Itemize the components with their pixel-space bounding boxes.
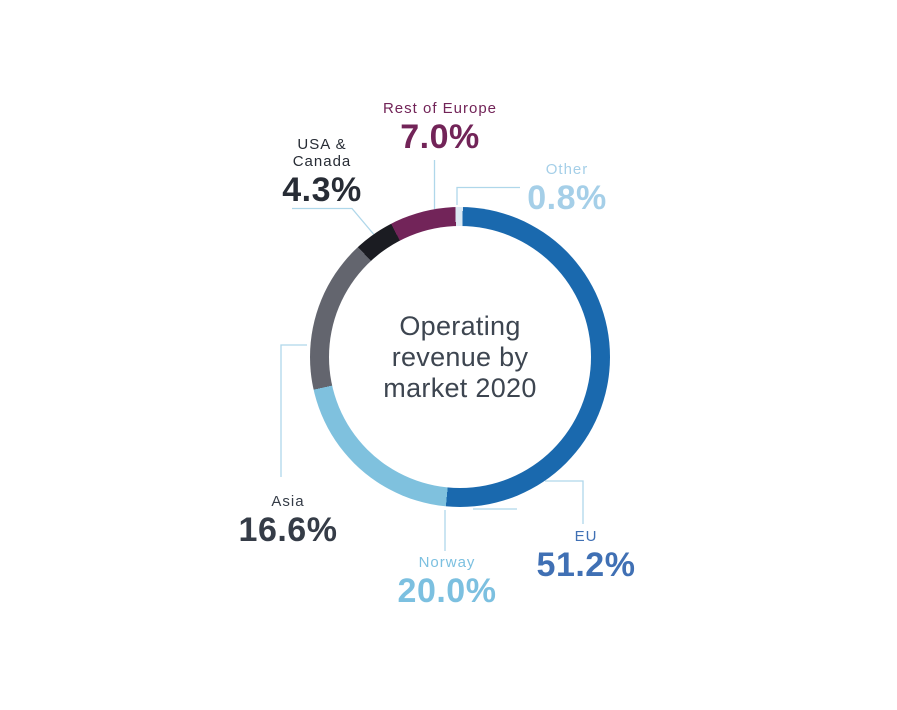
segment-label-rest-of-europe: Rest of Europe: [382, 100, 498, 117]
donut-chart: Operating revenue by market 2020: [310, 207, 610, 507]
callout-other: Other 0.8%: [507, 161, 627, 216]
leader-line-eu: [545, 480, 584, 524]
segment-value-usa-canada: 4.3%: [282, 171, 362, 209]
segment-label-usa-canada: USA & Canada: [292, 136, 352, 170]
segment-value-eu: 51.2%: [536, 546, 636, 584]
callout-norway: Norway 20.0%: [387, 554, 507, 609]
segment-label-norway: Norway: [418, 554, 476, 571]
segment-value-rest-of-europe: 7.0%: [400, 118, 480, 156]
segment-label-asia: Asia: [271, 493, 305, 510]
segment-label-other: Other: [545, 161, 589, 178]
callout-asia: Asia 16.6%: [228, 493, 348, 548]
chart-center-title: Operating revenue by market 2020: [383, 310, 537, 403]
segment-value-asia: 16.6%: [238, 511, 338, 549]
segment-label-eu: EU: [574, 528, 598, 545]
leader-line-asia: [280, 344, 307, 477]
callout-eu: EU 51.2%: [526, 528, 646, 583]
donut-hole: Operating revenue by market 2020: [329, 226, 591, 488]
callout-usa-canada: USA & Canada 4.3%: [262, 136, 382, 208]
callout-rest-of-europe: Rest of Europe 7.0%: [370, 100, 510, 155]
segment-value-norway: 20.0%: [397, 572, 497, 610]
segment-value-other: 0.8%: [527, 179, 607, 217]
leader-line-usa-canada: [292, 207, 377, 238]
